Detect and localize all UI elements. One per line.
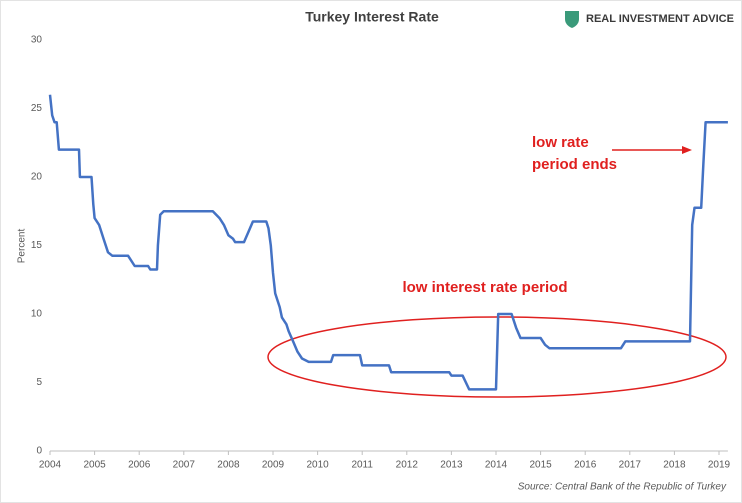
annotation: low rate xyxy=(532,134,589,151)
y-tick-label: 25 xyxy=(31,103,43,114)
x-tick-label: 2019 xyxy=(708,460,731,471)
y-tick-label: 15 xyxy=(31,240,43,251)
x-tick-label: 2014 xyxy=(485,460,508,471)
logo-shield xyxy=(565,11,579,28)
chart-title: Turkey Interest Rate xyxy=(305,9,439,25)
x-tick-label: 2009 xyxy=(262,460,285,471)
x-tick-label: 2010 xyxy=(306,460,329,471)
x-tick-label: 2011 xyxy=(351,460,373,471)
x-tick-label: 2006 xyxy=(128,460,151,471)
brand-name: REAL INVESTMENT ADVICE xyxy=(586,13,734,25)
x-tick-label: 2004 xyxy=(39,460,62,471)
x-tick-label: 2015 xyxy=(529,460,552,471)
annotation: low interest rate period xyxy=(402,279,567,296)
y-axis-title: Percent xyxy=(17,229,28,264)
source-note: Source: Central Bank of the Republic of … xyxy=(518,482,727,493)
x-tick-label: 2008 xyxy=(217,460,240,471)
y-tick-label: 10 xyxy=(31,309,43,320)
annotation: period ends xyxy=(532,156,617,173)
x-tick-label: 2018 xyxy=(663,460,686,471)
x-tick-label: 2005 xyxy=(83,460,106,471)
y-tick-label: 5 xyxy=(36,377,42,388)
y-tick-label: 0 xyxy=(36,446,42,457)
x-tick-label: 2017 xyxy=(619,460,642,471)
x-tick-label: 2012 xyxy=(396,460,419,471)
brand-logo: REAL INVESTMENT ADVICE xyxy=(565,11,734,28)
rate-line xyxy=(48,94,728,391)
x-tick-label: 2007 xyxy=(173,460,196,471)
y-tick-label: 20 xyxy=(31,172,43,183)
x-tick-label: 2016 xyxy=(574,460,597,471)
arrow-head xyxy=(682,146,692,154)
x-tick-label: 2013 xyxy=(440,460,463,471)
y-tick-label: 30 xyxy=(31,35,43,46)
